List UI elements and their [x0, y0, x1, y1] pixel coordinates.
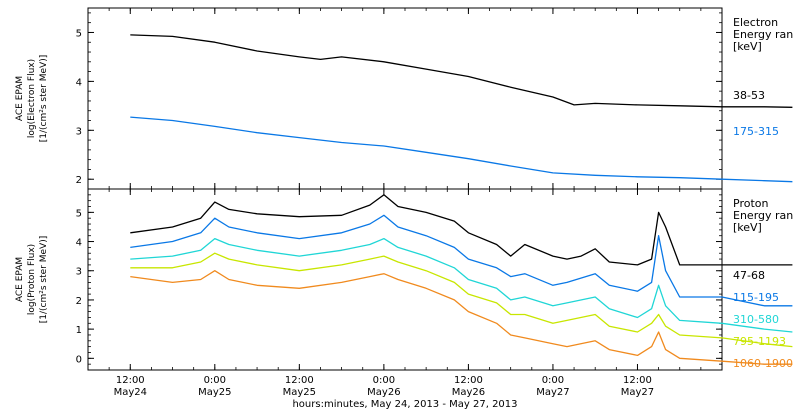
series-line-175-315: [130, 116, 793, 183]
y-tick-label: 4: [76, 77, 82, 88]
x-axis-label: hours:minutes, May 24, 2013 - May 27, 20…: [292, 399, 517, 410]
y-tick-label: 0: [76, 354, 82, 365]
x-tick-label-date: May27: [621, 387, 654, 398]
y-tick-label: 2: [76, 175, 82, 186]
y-axis-label: log(Proton Flux): [27, 244, 37, 315]
legend-title-line: [keV]: [733, 221, 762, 234]
x-tick-label-date: May25: [198, 387, 231, 398]
series-line-38-53: [130, 34, 793, 108]
legend-entry: 115-195: [733, 291, 779, 304]
x-tick-label-date: May27: [536, 387, 569, 398]
y-axis-label: [1/(cm²s ster MeV)]: [39, 236, 49, 323]
y-axis-label: ACE EPAM: [15, 76, 25, 121]
y-tick-label: 3: [76, 126, 82, 137]
y-tick-label: 2: [76, 296, 82, 307]
legend-title-line: Energy ran: [733, 209, 793, 222]
y-axis-label: log(Electron Flux): [27, 59, 37, 138]
legend-title-line: Energy ran: [733, 28, 793, 41]
x-tick-label-time: 0:00: [204, 375, 226, 386]
y-tick-label: 1: [76, 325, 82, 336]
legend-entry: 310-580: [733, 313, 779, 326]
x-tick-label-time: 12:00: [116, 375, 145, 386]
legend-title-line: Proton: [733, 197, 768, 210]
x-tick-label-time: 0:00: [373, 375, 395, 386]
y-axis-label: ACE EPAM: [15, 257, 25, 302]
y-tick-label: 4: [76, 238, 82, 249]
x-tick-label-date: May26: [452, 387, 485, 398]
x-tick-label-time: 12:00: [454, 375, 483, 386]
series-line-1060-1900: [130, 270, 793, 365]
legend-entry: 175-315: [733, 125, 779, 138]
plot-frame-electron: [87, 7, 723, 190]
y-tick-label: 5: [76, 28, 82, 39]
series-line-795-1193: [130, 252, 793, 348]
series-line-115-195: [130, 214, 793, 307]
series-line-47-68: [130, 194, 793, 266]
x-tick-label-time: 12:00: [623, 375, 652, 386]
x-tick-label-date: May25: [283, 387, 316, 398]
x-tick-label-date: May26: [367, 387, 400, 398]
x-tick-label-date: May24: [114, 387, 147, 398]
series-line-310-580: [130, 237, 793, 333]
legend-title-line: [keV]: [733, 40, 762, 53]
legend-entry: 38-53: [733, 89, 765, 102]
y-axis-label: [1/(cm²s ster MeV)]: [39, 55, 49, 142]
x-tick-label-time: 0:00: [542, 375, 564, 386]
plot-frame-proton: [87, 188, 723, 371]
legend-entry: 1060-1900: [733, 357, 793, 370]
x-tick-label-time: 12:00: [285, 375, 314, 386]
legend-entry: 795-1193: [733, 335, 786, 348]
legend-title-line: Electron: [733, 16, 778, 29]
legend-entry: 47-68: [733, 269, 765, 282]
y-tick-label: 3: [76, 267, 82, 278]
y-tick-label: 5: [76, 208, 82, 219]
